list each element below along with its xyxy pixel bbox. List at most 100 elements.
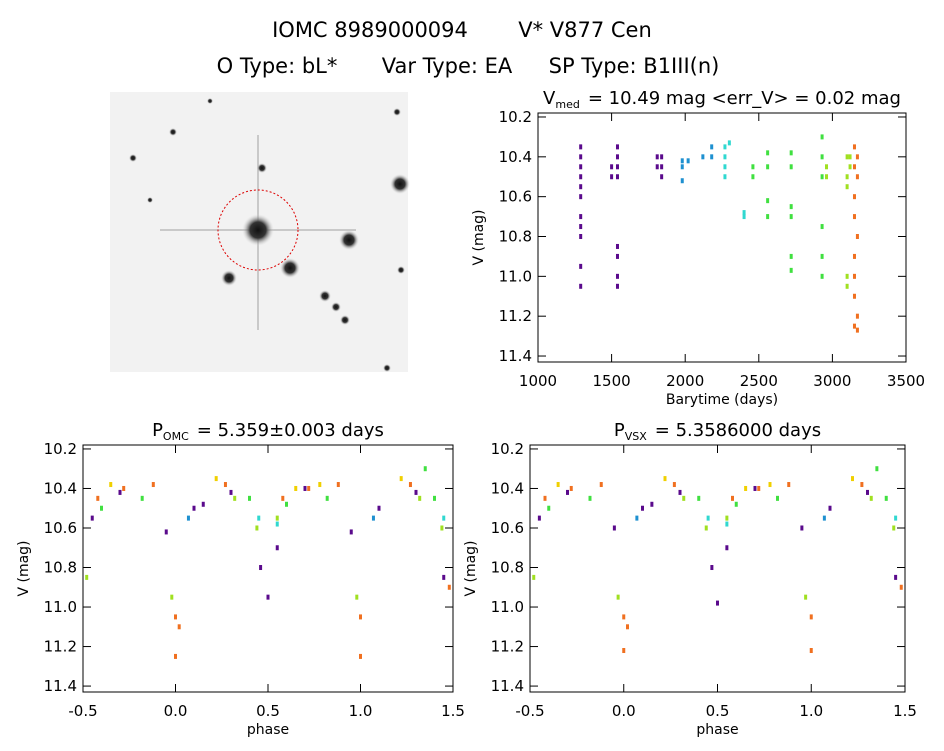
data-point — [852, 293, 856, 299]
data-point — [442, 515, 446, 521]
data-point — [447, 584, 451, 590]
data-point — [281, 495, 285, 501]
data-point — [615, 144, 619, 150]
data-point — [680, 158, 684, 164]
data-point — [579, 283, 583, 289]
data-point — [710, 154, 714, 160]
data-point — [275, 515, 279, 521]
data-point — [848, 154, 852, 160]
header-name: V* V877 Cen — [518, 18, 652, 42]
data-point — [845, 283, 849, 289]
data-point — [377, 505, 381, 511]
data-point — [615, 283, 619, 289]
data-point — [789, 253, 793, 259]
y-axis-label: V (mag) — [16, 540, 32, 596]
data-point — [579, 144, 583, 150]
data-point — [85, 574, 89, 580]
data-point — [96, 495, 100, 501]
data-point — [622, 614, 626, 620]
x-tick-label: 3000 — [813, 372, 851, 390]
data-point — [418, 495, 422, 501]
y-tick-label: 10.2 — [44, 440, 77, 458]
x-tick-label: 1.5 — [893, 702, 917, 720]
data-point — [734, 501, 738, 507]
x-tick-label: 2000 — [666, 372, 704, 390]
data-point — [537, 515, 541, 521]
data-point — [804, 594, 808, 600]
data-point — [855, 327, 859, 333]
data-point — [118, 489, 122, 495]
header-vartype: Var Type: EA — [382, 54, 513, 78]
data-point — [820, 134, 824, 140]
data-point — [371, 515, 375, 521]
data-point — [727, 140, 731, 146]
chart-title: POMC = 5.359±0.003 days — [152, 420, 384, 443]
data-point — [789, 164, 793, 170]
y-tick-label: 10.2 — [491, 440, 524, 458]
data-point — [641, 505, 644, 511]
x-axis-label: phase — [247, 722, 289, 738]
y-tick-label: 11.4 — [499, 347, 532, 365]
y-tick-label: 10.8 — [499, 228, 532, 246]
data-point — [710, 565, 714, 571]
data-point — [789, 150, 793, 156]
data-point — [174, 653, 177, 659]
data-point — [845, 154, 849, 160]
data-point — [869, 495, 873, 501]
data-point — [408, 482, 412, 488]
header-sptype: SP Type: B1III(n) — [549, 54, 720, 78]
data-point — [442, 574, 446, 580]
data-point — [866, 489, 869, 495]
data-point — [855, 154, 859, 160]
y-tick-label: 11.2 — [499, 307, 532, 325]
data-point — [109, 482, 113, 488]
data-point — [723, 144, 727, 150]
data-point — [751, 174, 755, 180]
data-point — [569, 485, 573, 491]
x-tick-label: 0.0 — [164, 702, 188, 720]
x-axis-label: Barytime (days) — [666, 392, 778, 408]
data-point — [757, 485, 761, 491]
data-point — [725, 515, 729, 521]
data-point — [579, 214, 583, 220]
data-point — [892, 525, 896, 531]
data-point — [433, 495, 436, 501]
data-point — [789, 267, 793, 273]
data-point — [610, 174, 614, 180]
y-tick-label: 10.8 — [44, 559, 77, 577]
x-tick-label: -0.5 — [68, 702, 97, 720]
data-point — [768, 482, 772, 488]
x-tick-label: 0.5 — [706, 702, 730, 720]
data-point — [852, 323, 856, 329]
data-point — [259, 565, 263, 571]
title-part: = 10.49 mag <err_V> = 0.02 mag — [588, 88, 901, 109]
data-point — [615, 253, 619, 259]
data-point — [579, 184, 583, 190]
data-point — [170, 594, 174, 600]
data-point — [899, 584, 903, 590]
data-point — [855, 313, 859, 319]
data-point — [820, 253, 824, 259]
data-point — [766, 164, 770, 170]
data-point — [845, 273, 849, 279]
data-point — [852, 144, 856, 150]
data-point — [852, 194, 856, 200]
data-point — [744, 485, 748, 491]
data-point — [848, 164, 852, 170]
x-tick-label: 2500 — [740, 372, 778, 390]
title-part: P — [614, 420, 625, 441]
data-point — [285, 501, 288, 507]
data-point — [766, 198, 770, 204]
data-point — [174, 614, 177, 620]
data-point — [723, 164, 727, 170]
data-point — [706, 515, 710, 521]
data-point — [809, 648, 813, 654]
y-tick-label: 11.0 — [499, 267, 532, 285]
data-point — [223, 482, 227, 488]
data-point — [233, 495, 237, 501]
data-point — [616, 594, 620, 600]
data-point — [855, 174, 859, 180]
data-point — [663, 476, 667, 482]
data-point — [875, 466, 879, 472]
